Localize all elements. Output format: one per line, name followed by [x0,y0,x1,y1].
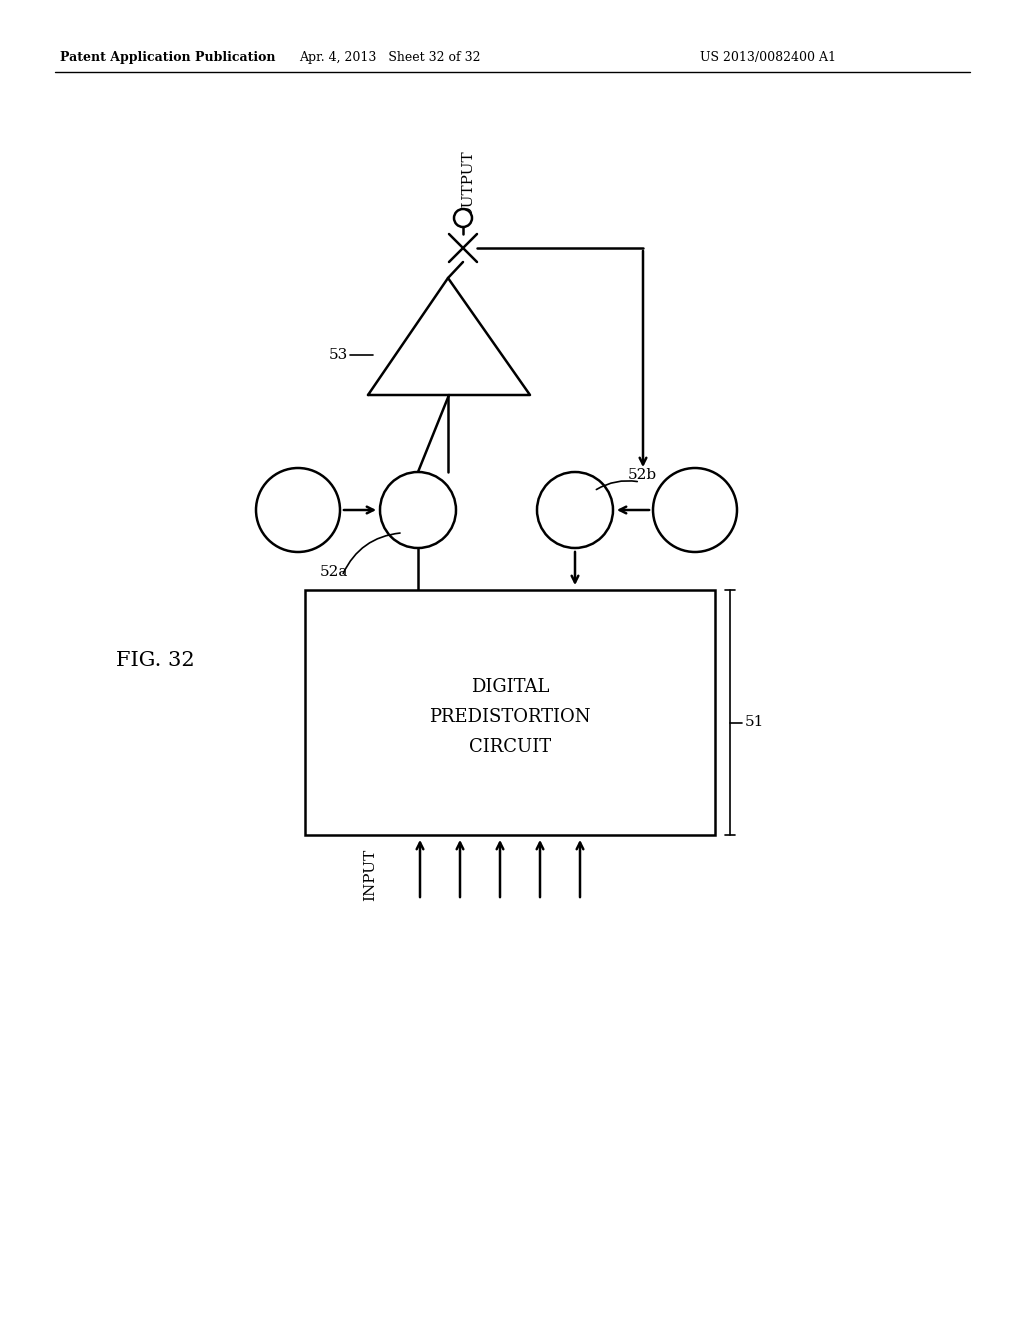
Text: CIRCUIT: CIRCUIT [469,738,551,756]
Text: PREDISTORTION: PREDISTORTION [429,709,591,726]
Bar [305,590,715,836]
Circle shape [653,469,737,552]
Text: 52b: 52b [628,469,657,482]
Text: INPUT: INPUT [362,849,377,902]
Text: FIG. 32: FIG. 32 [116,651,195,669]
Text: US 2013/0082400 A1: US 2013/0082400 A1 [700,51,836,65]
Text: 52a: 52a [319,565,348,579]
Text: Apr. 4, 2013   Sheet 32 of 32: Apr. 4, 2013 Sheet 32 of 32 [299,51,480,65]
Circle shape [454,209,472,227]
Text: OUTPUT: OUTPUT [461,150,475,219]
Text: DIGITAL: DIGITAL [471,678,549,697]
Text: 53: 53 [329,348,348,362]
Circle shape [256,469,340,552]
Circle shape [380,473,456,548]
Text: 51: 51 [745,715,764,730]
Circle shape [537,473,613,548]
Text: Patent Application Publication: Patent Application Publication [60,51,275,65]
